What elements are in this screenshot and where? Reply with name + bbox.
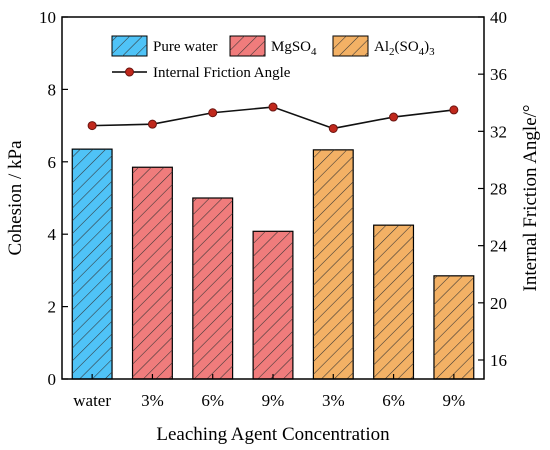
bar-hatch-4 <box>313 149 354 379</box>
y-tick-label-1: 2 <box>48 298 57 317</box>
bar-hatch-6 <box>433 275 474 379</box>
legend-label-al2so43: Al2(SO4)3 <box>374 39 435 58</box>
friction-angle-point-5 <box>389 112 399 122</box>
legend-swatch-pure-water-hatch <box>112 36 147 56</box>
x-tick-label-5: 6% <box>382 391 405 410</box>
bar-hatch-1 <box>132 167 173 379</box>
x-axis-title: Leaching Agent Concentration <box>156 424 390 445</box>
legend-swatch-al2so43-hatch <box>333 36 368 56</box>
x-tick-label-6: 9% <box>443 391 466 410</box>
y-tick-label-3: 6 <box>48 153 57 172</box>
y-axis-title: Cohesion / kPa <box>5 140 26 256</box>
friction-angle-point-6 <box>449 105 459 115</box>
y2-tick-label-2: 24 <box>490 237 508 256</box>
legend-swatch-mgso4-hatch <box>230 36 265 56</box>
legend-line-marker <box>125 67 134 77</box>
legend-label-pure-water: Pure water <box>153 39 218 55</box>
y2-tick-label-4: 32 <box>490 122 507 141</box>
friction-angle-point-1 <box>147 119 157 129</box>
legend-label-friction-angle: Internal Friction Angle <box>153 65 291 81</box>
y2-tick-label-6: 40 <box>490 8 507 27</box>
x-tick-label-1: 3% <box>141 391 164 410</box>
y-tick-label-0: 0 <box>48 370 57 389</box>
y2-tick-label-0: 16 <box>490 351 507 370</box>
x-tick-label-3: 9% <box>262 391 285 410</box>
x-tick-label-2: 6% <box>201 391 224 410</box>
y2-tick-label-1: 20 <box>490 294 507 313</box>
x-tick-label-4: 3% <box>322 391 345 410</box>
friction-angle-point-2 <box>208 108 218 118</box>
y-tick-label-2: 4 <box>48 225 57 244</box>
bar-hatch-3 <box>253 231 293 379</box>
y-tick-label-5: 10 <box>39 8 56 27</box>
x-tick-label-0: water <box>73 391 111 410</box>
bar-hatch-0 <box>72 149 113 379</box>
y2-tick-label-5: 36 <box>490 65 507 84</box>
y2-tick-label-3: 28 <box>490 179 507 198</box>
y-tick-label-4: 8 <box>48 80 57 99</box>
y2-axis-title: Internal Friction Angle/° <box>520 104 541 291</box>
friction-angle-point-3 <box>268 102 278 112</box>
bar-hatch-5 <box>373 225 414 379</box>
bar-hatch-2 <box>192 198 233 379</box>
friction-angle-point-4 <box>328 123 338 133</box>
friction-angle-point-0 <box>87 121 97 131</box>
legend: Pure water MgSO4 Al2(SO4)3 Internal Fric… <box>111 35 435 81</box>
legend-label-mgso4: MgSO4 <box>271 39 317 58</box>
